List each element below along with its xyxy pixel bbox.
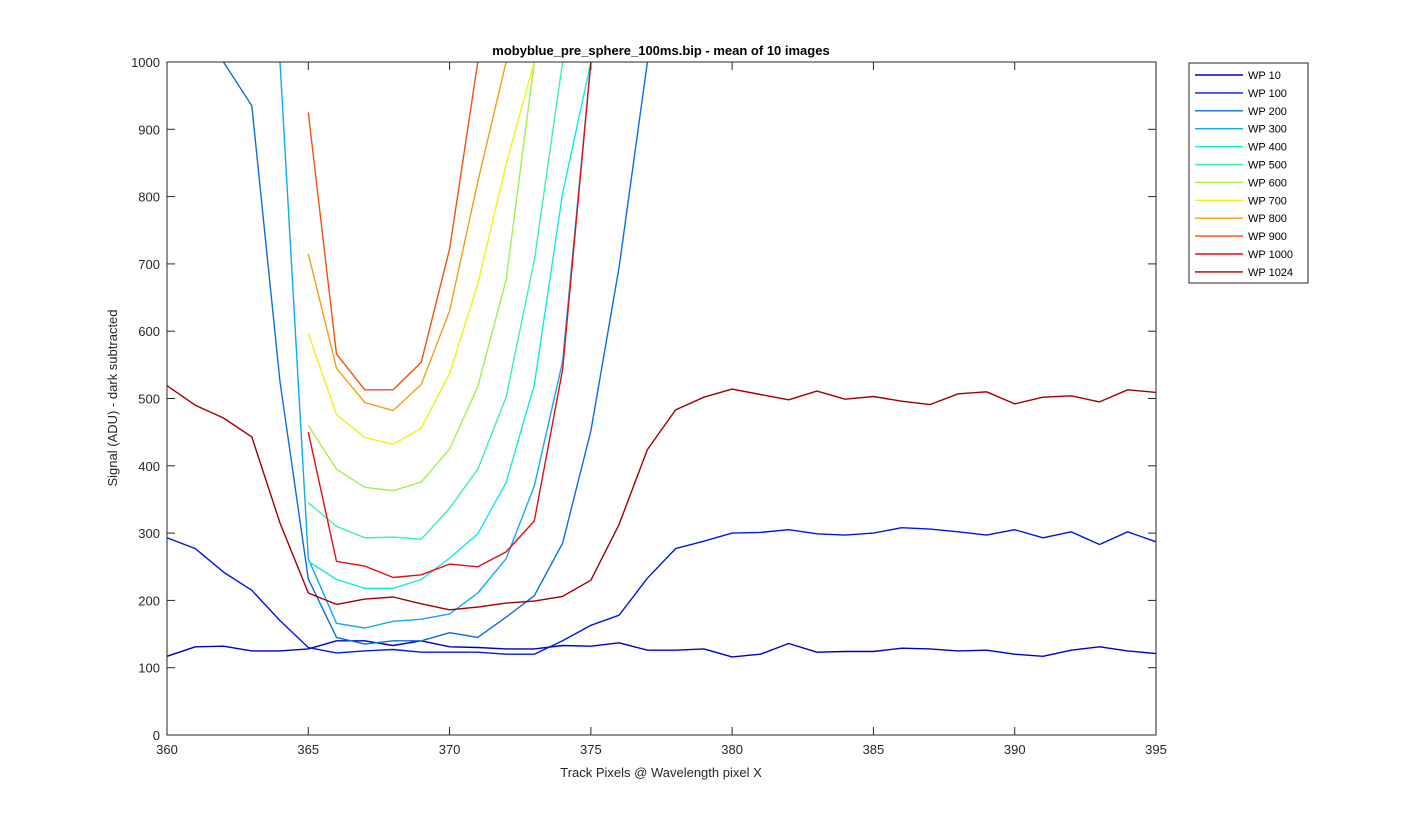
y-tick-label: 700 [138, 257, 160, 272]
legend-label: WP 300 [1248, 124, 1287, 136]
x-tick-label: 395 [1145, 742, 1167, 757]
series-line-wp-600 [307, 62, 535, 492]
series-line-wp-1024 [167, 385, 1156, 611]
legend-label: WP 200 [1248, 106, 1287, 118]
legend-box [1188, 62, 1309, 284]
y-axis-label: Signal (ADU) - dark subtracted [105, 309, 120, 486]
y-tick-label: 600 [138, 324, 160, 339]
legend-label: WP 500 [1248, 160, 1287, 172]
x-tick-label: 370 [439, 742, 461, 757]
series-line-wp-300 [279, 62, 592, 629]
y-tick-label: 100 [138, 661, 160, 676]
legend-label: WP 400 [1248, 142, 1287, 154]
y-tick-label: 0 [153, 728, 160, 743]
series-line-wp-200 [222, 62, 649, 645]
legend-label: WP 700 [1248, 195, 1287, 207]
series-line-wp-1000 [307, 62, 592, 579]
y-tick-label: 800 [138, 190, 160, 205]
x-tick-label: 385 [863, 742, 885, 757]
series-line-wp-100 [167, 527, 1156, 655]
x-tick-label: 390 [1004, 742, 1026, 757]
series-line-wp-800 [307, 62, 507, 412]
legend-label: WP 900 [1248, 231, 1287, 243]
legend-label: WP 10 [1248, 70, 1281, 82]
x-tick-label: 380 [721, 742, 743, 757]
chart-title: mobyblue_pre_sphere_100ms.bip - mean of … [492, 43, 829, 58]
x-tick-label: 375 [580, 742, 602, 757]
y-tick-label: 300 [138, 526, 160, 541]
series-line-wp-700 [307, 62, 535, 445]
legend-label: WP 800 [1248, 213, 1287, 225]
series-line-wp-500 [307, 62, 564, 540]
series-line-wp-900 [307, 62, 479, 391]
legend-label: WP 1024 [1248, 267, 1293, 279]
y-tick-label: 1000 [131, 55, 160, 70]
y-tick-label: 200 [138, 593, 160, 608]
legend-label: WP 600 [1248, 177, 1287, 189]
x-tick-label: 360 [156, 742, 178, 757]
series-line-wp-400 [307, 62, 592, 589]
series-line-wp-10 [167, 640, 1156, 658]
x-axis-label: Track Pixels @ Wavelength pixel X [560, 765, 762, 780]
legend-label: WP 100 [1248, 88, 1287, 100]
legend: WP 10 WP 100 WP 200 WP 300 WP 400 WP 500 WP 60… [1188, 62, 1309, 284]
y-tick-label: 400 [138, 459, 160, 474]
x-tick-label: 365 [297, 742, 319, 757]
plot-area [167, 62, 1156, 735]
series-layer [167, 62, 1156, 658]
y-tick-label: 500 [138, 392, 160, 407]
tick-layer: 360 365 370 375 380 385 390 395 0 100 200 300 400 500… [131, 55, 1167, 757]
legend-label: WP 1000 [1248, 249, 1293, 261]
y-tick-label: 900 [138, 122, 160, 137]
